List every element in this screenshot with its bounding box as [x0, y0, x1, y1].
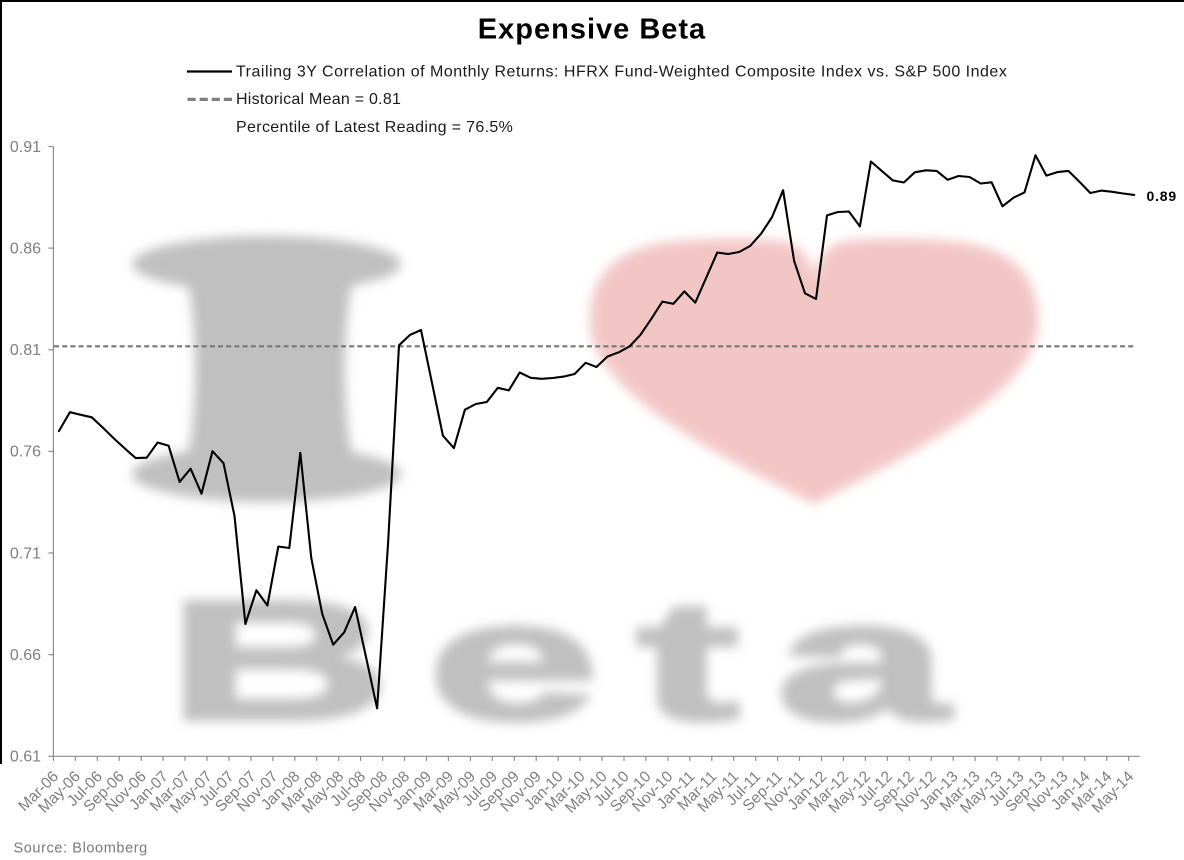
svg-text:Source: Bloomberg: Source: Bloomberg [14, 841, 148, 857]
svg-text:0.66: 0.66 [10, 647, 41, 664]
svg-text:0.89: 0.89 [1147, 188, 1177, 204]
svg-text:0.71: 0.71 [10, 545, 41, 562]
svg-text:Expensive Beta: Expensive Beta [478, 14, 706, 46]
svg-text:Trailing 3Y Correlation of Mon: Trailing 3Y Correlation of Monthly Retur… [236, 63, 1007, 80]
svg-text:0.91: 0.91 [10, 139, 41, 156]
svg-text:Percentile of Latest Reading =: Percentile of Latest Reading = 76.5% [236, 119, 513, 136]
svg-text:0.61: 0.61 [10, 749, 41, 766]
svg-text:0.81: 0.81 [10, 342, 41, 359]
svg-text:Beta: Beta [166, 565, 985, 755]
svg-text:Historical Mean = 0.81: Historical Mean = 0.81 [236, 91, 401, 108]
svg-text:0.86: 0.86 [10, 240, 41, 257]
svg-text:0.76: 0.76 [10, 444, 41, 461]
